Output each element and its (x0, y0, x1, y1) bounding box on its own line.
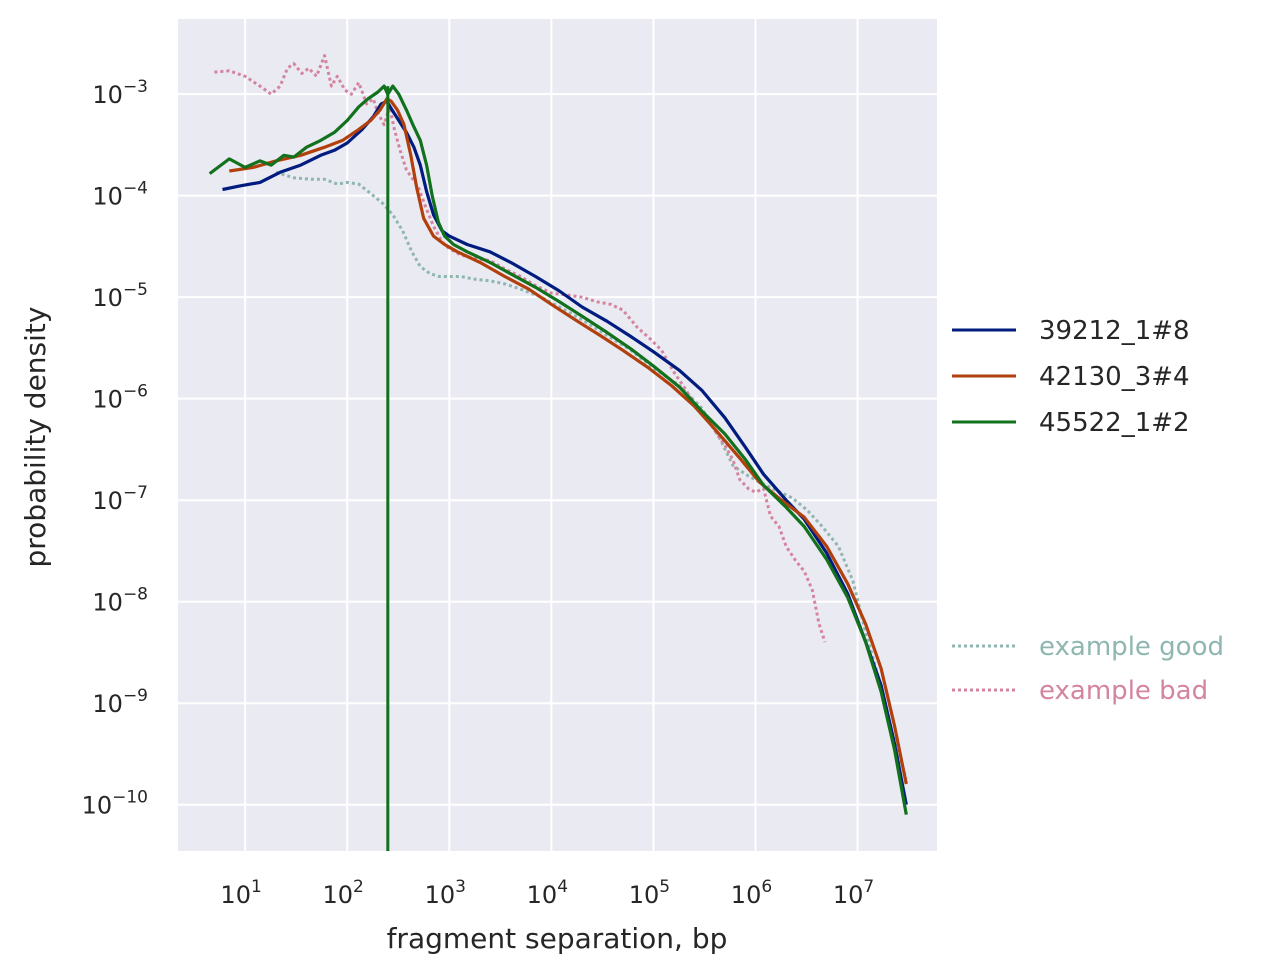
y-tick-label: 10−8 (92, 585, 148, 617)
x-tick-label: 103 (425, 877, 466, 909)
y-axis-title: probability density (19, 307, 52, 568)
x-axis-title: fragment separation, bp (387, 922, 728, 955)
x-axis-ticks: 101 102 103 104 105 106 107 (220, 877, 874, 909)
x-tick-label: 104 (527, 877, 568, 909)
x-tick-label: 101 (220, 877, 261, 909)
y-tick-label: 10−5 (92, 280, 148, 312)
x-tick-label: 107 (833, 877, 874, 909)
series-line-42130-3-4 (229, 97, 908, 785)
legend-label: example bad (1039, 676, 1208, 706)
y-tick-label: 10−10 (82, 788, 148, 820)
y-axis-ticks: 10−3 10−4 10−5 10−6 10−7 10−8 10−9 10−10 (82, 77, 148, 820)
y-tick-label: 10−3 (92, 77, 148, 109)
legend-label: 42130_3#4 (1039, 362, 1190, 392)
y-tick-label: 10−7 (92, 483, 148, 515)
series-line-45522-1-2 (208, 84, 908, 815)
x-tick-label: 105 (629, 877, 670, 909)
legend-solid: 39212_1#8 42130_3#4 45522_1#2 (952, 316, 1190, 438)
y-tick-label: 10−6 (92, 382, 148, 414)
y-tick-label: 10−9 (92, 686, 148, 718)
legend-label: 39212_1#8 (1039, 316, 1190, 346)
x-tick-label: 106 (731, 877, 772, 909)
x-tick-label: 102 (323, 877, 364, 909)
legend-label: 45522_1#2 (1039, 408, 1190, 438)
legend-label: example good (1039, 632, 1224, 662)
plot-background (178, 19, 937, 851)
y-tick-label: 10−4 (92, 179, 148, 211)
series-layer (208, 54, 908, 851)
grid (178, 19, 937, 851)
legend-dotted: example good example bad (952, 632, 1224, 706)
series-line-39212-1-8 (222, 99, 908, 806)
